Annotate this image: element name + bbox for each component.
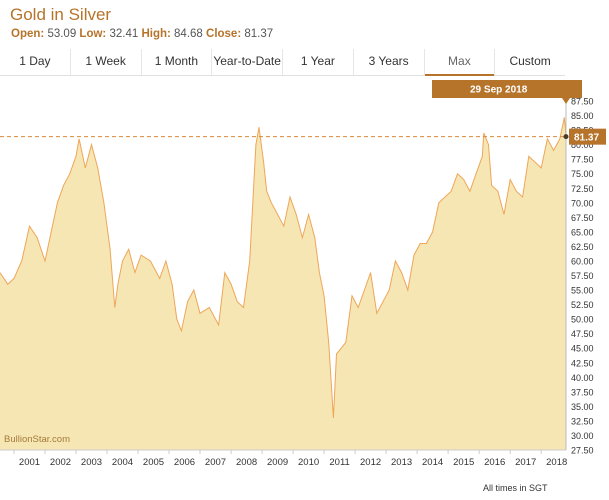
x-tick-label: 2002 — [50, 457, 71, 468]
y-tick-label: 65.00 — [571, 227, 594, 237]
high-value: 84.68 — [174, 28, 203, 40]
ohlc-summary: Open: 53.09 Low: 32.41 High: 84.68 Close… — [11, 28, 273, 40]
tab-3-years[interactable]: 3 Years — [354, 49, 425, 75]
tab-year-to-date[interactable]: Year-to-Date — [212, 49, 283, 75]
x-tick-label: 2007 — [205, 457, 226, 468]
y-tick-label: 37.50 — [571, 387, 594, 397]
tab-max[interactable]: Max — [424, 49, 496, 76]
y-tick-label: 87.50 — [571, 97, 594, 107]
y-tick-label: 75.00 — [571, 169, 594, 179]
high-label: High: — [141, 28, 171, 40]
y-tick-label: 35.00 — [571, 402, 594, 412]
price-marker-value: 81.37 — [574, 133, 599, 144]
y-tick-label: 32.50 — [571, 416, 594, 426]
y-tick-label: 55.00 — [571, 286, 594, 296]
x-tick-label: 2011 — [329, 457, 349, 468]
x-tick-label: 2008 — [236, 457, 257, 468]
x-tick-label: 2006 — [174, 457, 195, 468]
y-tick-label: 42.50 — [571, 358, 594, 368]
x-tick-label: 2010 — [298, 457, 319, 468]
x-tick-label: 2003 — [81, 457, 102, 468]
chart-title: Gold in Silver — [10, 5, 112, 24]
range-tabs: 1 Day 1 Week 1 Month Year-to-Date 1 Year… — [0, 49, 565, 76]
date-tooltip-badge — [432, 80, 582, 98]
y-tick-label: 67.50 — [571, 213, 594, 223]
y-tick-label: 40.00 — [571, 373, 594, 383]
x-tick-label: 2004 — [112, 457, 133, 468]
close-value: 81.37 — [244, 28, 274, 40]
y-tick-label: 30.00 — [571, 431, 594, 441]
y-tick-label: 47.50 — [571, 329, 594, 339]
x-tick-label: 2014 — [422, 457, 443, 468]
x-tick-label: 2018 — [546, 457, 567, 468]
timezone-note: All times in SGT — [483, 483, 548, 493]
y-tick-label: 45.00 — [571, 344, 594, 354]
y-tick-label: 57.50 — [571, 271, 594, 281]
date-tooltip-pointer — [562, 98, 570, 104]
x-tick-label: 2015 — [453, 457, 474, 468]
y-tick-label: 80.00 — [571, 140, 594, 150]
price-marker-badge — [569, 128, 606, 145]
y-tick-label: 85.00 — [571, 111, 594, 121]
close-label: Close: — [206, 28, 242, 40]
y-tick-label: 52.50 — [571, 300, 594, 310]
watermark: BullionStar.com — [4, 434, 70, 445]
x-tick-label: 2005 — [143, 457, 164, 468]
y-tick-label: 70.00 — [571, 198, 594, 208]
x-tick-label: 2001 — [19, 457, 40, 468]
open-label: Open: — [11, 28, 45, 40]
x-tick-label: 2017 — [515, 457, 536, 468]
date-tooltip-text: 29 Sep 2018 — [470, 85, 528, 96]
y-tick-label: 27.50 — [571, 446, 594, 456]
x-tick-label: 2012 — [360, 457, 381, 468]
tab-1-month[interactable]: 1 Month — [142, 49, 213, 75]
tab-custom[interactable]: Custom — [509, 54, 551, 68]
low-label: Low: — [79, 28, 107, 40]
x-tick-label: 2013 — [391, 457, 412, 468]
tab-1-year[interactable]: 1 Year — [283, 49, 354, 75]
tab-1-day[interactable]: 1 Day — [0, 49, 71, 75]
current-price-dot — [563, 134, 569, 140]
tab-1-week[interactable]: 1 Week — [71, 49, 142, 75]
y-tick-label: 77.50 — [571, 155, 594, 165]
x-tick-label: 2016 — [484, 457, 505, 468]
low-value: 32.41 — [109, 28, 139, 40]
y-tick-label: 72.50 — [571, 184, 594, 194]
y-tick-label: 62.50 — [571, 242, 594, 252]
open-value: 53.09 — [47, 28, 77, 40]
area-fill — [0, 117, 566, 451]
price-line — [0, 117, 567, 419]
x-tick-label: 2009 — [267, 457, 288, 468]
y-tick-label: 50.00 — [571, 315, 594, 325]
y-tick-label: 60.00 — [571, 257, 594, 267]
